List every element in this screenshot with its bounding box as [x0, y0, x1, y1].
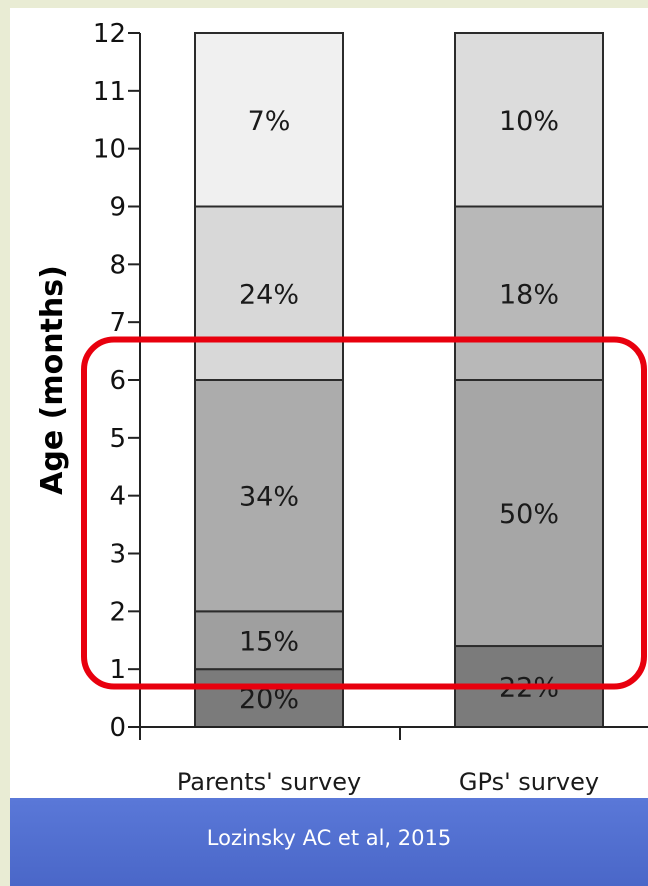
- segment-label: 7%: [248, 106, 291, 137]
- bar-segment: [194, 668, 344, 729]
- y-tick-label: 6: [109, 366, 126, 396]
- y-tick-label: 1: [109, 655, 126, 685]
- bar-segment: [194, 205, 344, 381]
- y-tick-label: 4: [109, 482, 126, 512]
- segment-label: 10%: [499, 106, 559, 137]
- bar-segment: [454, 32, 604, 208]
- segment-label: 18%: [499, 279, 559, 310]
- highlight-box: [81, 336, 647, 690]
- bar-segment: [194, 379, 344, 613]
- y-tick-label: 0: [109, 713, 126, 743]
- segment-label: 50%: [499, 499, 559, 530]
- y-axis-title: Age (months): [35, 265, 70, 495]
- segment-label: 24%: [239, 279, 299, 310]
- y-tick-label: 3: [109, 540, 126, 570]
- segment-label: 15%: [239, 626, 299, 657]
- y-tick-label: 9: [109, 193, 126, 223]
- citation-banner: Lozinsky AC et al, 2015: [10, 798, 648, 886]
- segment-label: 34%: [239, 482, 299, 513]
- y-tick-label: 8: [109, 250, 126, 280]
- y-tick-label: 7: [109, 308, 126, 338]
- y-tick-label: 5: [109, 424, 126, 454]
- x-category-label: GPs' survey: [459, 768, 599, 796]
- stacked-bar-chart: 20%15%34%24%7%22%50%18%10%01234567891011…: [35, 19, 648, 796]
- bar-segment: [454, 205, 604, 381]
- bar-segment: [454, 379, 604, 648]
- bar-segment: [194, 32, 344, 208]
- y-tick-label: 12: [93, 19, 126, 49]
- y-tick-label: 10: [93, 135, 126, 165]
- x-category-label: Parents' survey: [177, 768, 361, 796]
- citation-text: Lozinsky AC et al, 2015: [206, 826, 452, 850]
- y-tick-label: 2: [109, 597, 126, 627]
- y-tick-label: 11: [93, 77, 126, 107]
- chart-panel: 20% 15% 34% 24% 7% 22% 50% 18% 10% 0 1 2 3 4 5 6 7 8 9 10 11…: [10, 8, 648, 798]
